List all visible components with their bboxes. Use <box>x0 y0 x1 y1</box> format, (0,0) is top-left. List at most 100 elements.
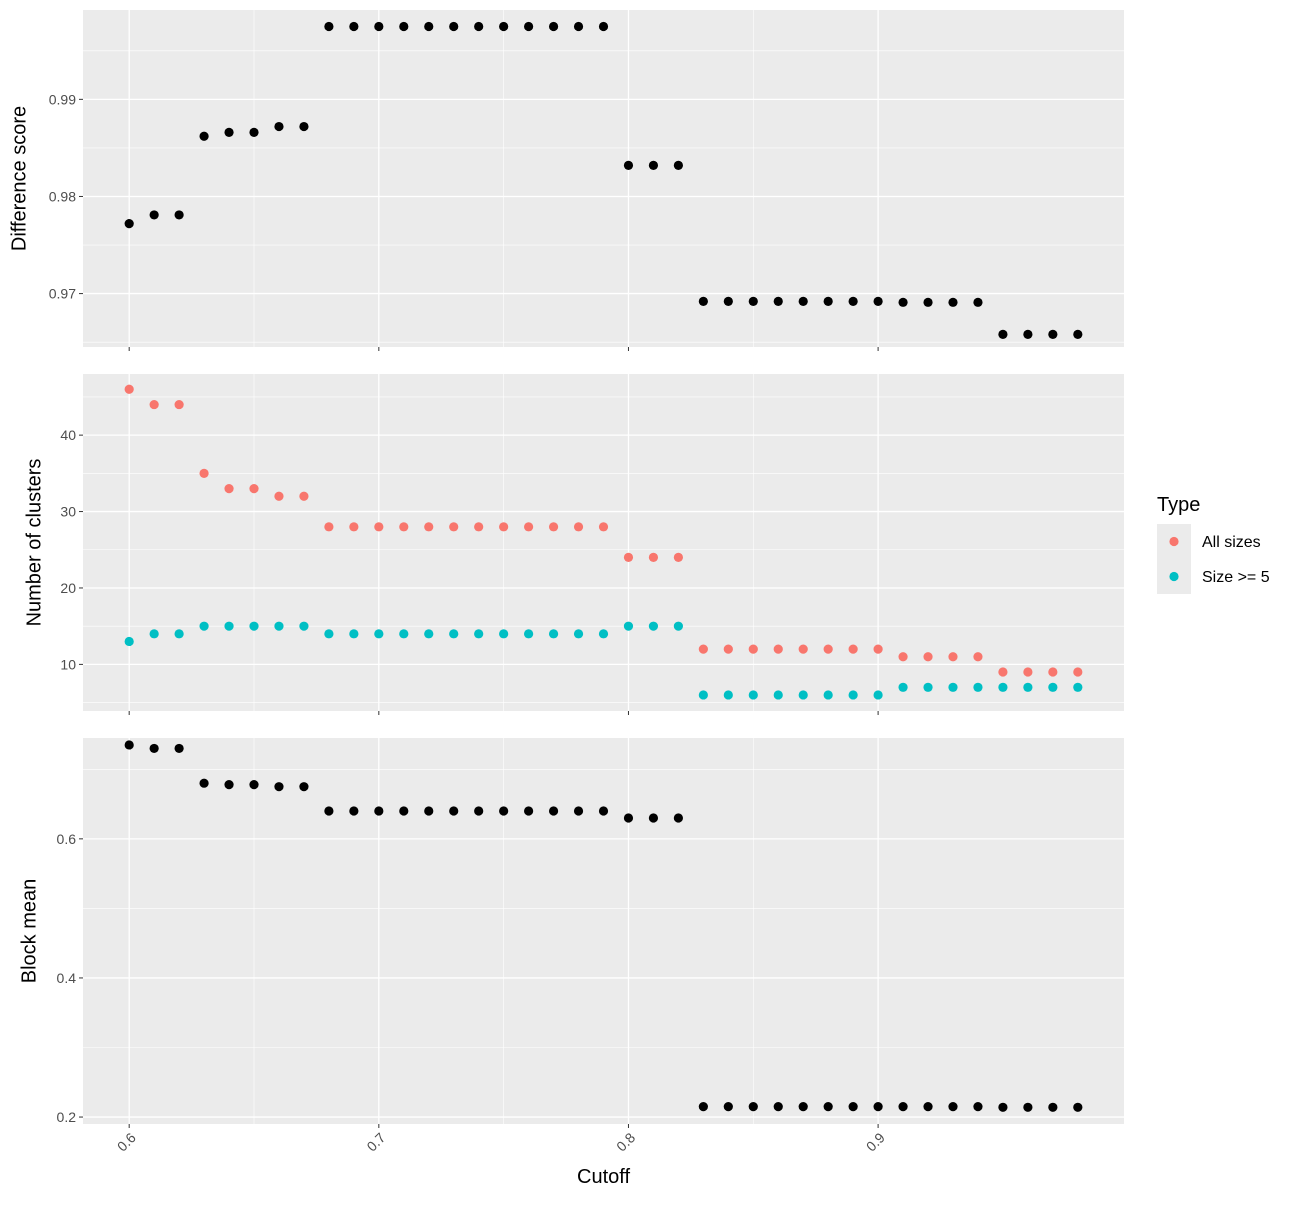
series-2 <box>124 621 1083 700</box>
legend-item: All sizes <box>1157 524 1261 559</box>
data-point <box>873 690 883 700</box>
data-point <box>898 1102 908 1112</box>
data-point <box>124 740 134 750</box>
data-point <box>524 21 534 32</box>
data-point <box>623 621 634 631</box>
data-point <box>299 121 309 132</box>
data-point <box>349 806 359 816</box>
y-tick-label: 10 <box>60 656 76 672</box>
x-axis-title: Cutoff <box>577 1166 630 1188</box>
data-point <box>1048 329 1058 339</box>
data-point <box>1023 682 1033 692</box>
data-point <box>274 621 284 631</box>
x-tick-label: 0.9 <box>863 1129 888 1154</box>
data-point <box>723 690 733 700</box>
data-point <box>249 484 259 494</box>
data-point <box>973 682 983 692</box>
data-point <box>998 329 1008 339</box>
data-point <box>798 1102 808 1112</box>
legend-item: Size >= 5 <box>1157 559 1270 594</box>
data-point <box>1073 667 1083 677</box>
panel-background <box>83 10 1124 347</box>
data-point <box>548 522 559 532</box>
data-point <box>199 621 209 631</box>
data-point <box>723 296 733 306</box>
data-point <box>673 552 683 563</box>
data-point <box>149 210 159 220</box>
data-point <box>424 21 434 32</box>
data-point <box>324 629 334 639</box>
data-point <box>923 1102 933 1112</box>
data-point <box>598 806 609 816</box>
data-point <box>449 522 459 532</box>
panel-background <box>83 738 1124 1124</box>
data-point <box>174 399 184 410</box>
data-point <box>399 629 409 639</box>
data-point <box>1048 1102 1058 1112</box>
data-point <box>673 160 683 170</box>
data-point <box>748 644 758 654</box>
data-point <box>973 297 983 307</box>
data-point <box>224 484 234 494</box>
data-point <box>299 782 309 792</box>
data-point <box>823 690 833 700</box>
data-point <box>174 629 184 639</box>
data-point <box>349 21 359 32</box>
data-point <box>623 813 634 823</box>
data-point <box>399 806 409 816</box>
data-point <box>748 1102 758 1112</box>
data-point <box>249 127 259 137</box>
data-point <box>973 652 983 662</box>
data-point <box>873 644 883 654</box>
data-point <box>274 782 284 792</box>
data-point <box>224 127 234 137</box>
data-point <box>499 522 509 532</box>
data-point <box>499 629 509 639</box>
data-point <box>499 21 509 32</box>
data-point <box>948 682 958 692</box>
data-point <box>324 806 334 816</box>
data-point <box>424 629 434 639</box>
data-point <box>548 21 559 32</box>
data-point <box>598 21 609 32</box>
y-tick-label: 0.4 <box>57 970 77 986</box>
data-point <box>698 1102 708 1112</box>
data-point <box>374 522 384 532</box>
data-point <box>548 806 559 816</box>
series-1 <box>124 384 1083 677</box>
y-tick-label: 0.99 <box>49 91 76 107</box>
data-point <box>773 296 783 306</box>
data-point <box>374 629 384 639</box>
y-axis-title: Block mean <box>18 879 40 984</box>
data-point <box>224 779 234 790</box>
data-point <box>1023 1102 1033 1112</box>
data-point <box>748 690 758 700</box>
x-tick-label: 0.8 <box>613 1129 638 1154</box>
data-point <box>349 522 359 532</box>
data-point <box>798 644 808 654</box>
data-point <box>673 813 683 823</box>
data-point <box>1073 329 1083 339</box>
data-point <box>124 219 134 229</box>
data-point <box>698 690 708 700</box>
data-point <box>1073 1102 1083 1112</box>
data-point <box>973 1102 983 1112</box>
y-tick-label: 30 <box>60 504 76 520</box>
data-point <box>199 131 209 141</box>
data-point <box>598 522 609 532</box>
data-point <box>623 552 634 563</box>
data-point <box>499 806 509 816</box>
data-point <box>673 621 683 631</box>
data-point <box>573 21 584 32</box>
data-point <box>1023 329 1033 339</box>
legend-key-point <box>1169 536 1179 547</box>
data-point <box>249 621 259 631</box>
data-point <box>823 644 833 654</box>
data-point <box>474 629 484 639</box>
legend-label: All sizes <box>1202 534 1261 551</box>
legend-label: Size >= 5 <box>1202 569 1270 586</box>
y-axis-title: Number of clusters <box>23 459 45 627</box>
data-point <box>449 21 459 32</box>
data-point <box>873 1102 883 1112</box>
data-point <box>923 652 933 662</box>
